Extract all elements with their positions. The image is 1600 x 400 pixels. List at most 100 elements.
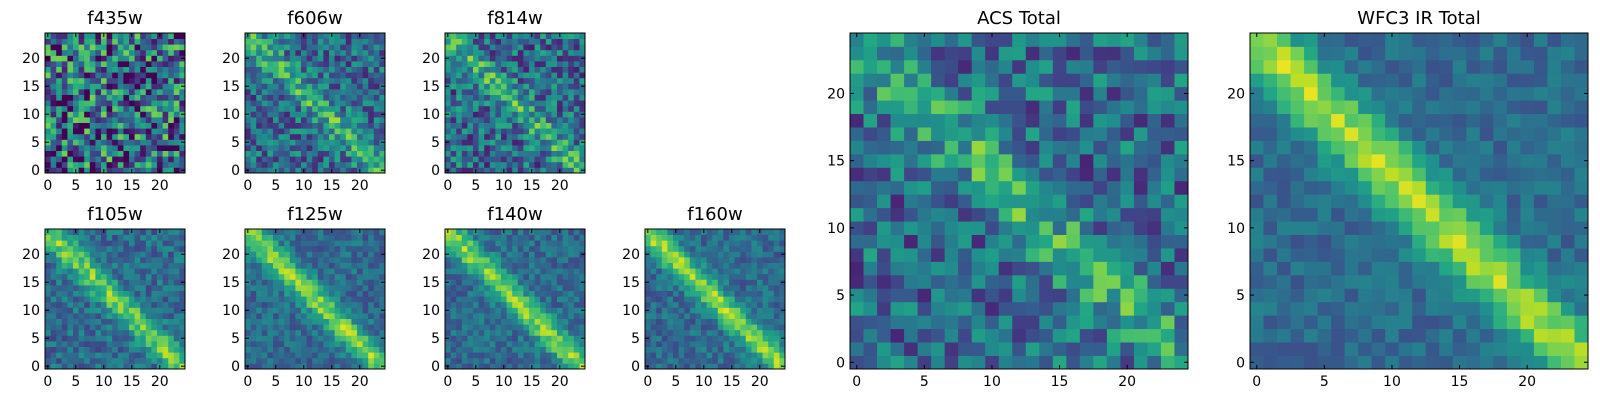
y-tick-label: 20 — [22, 247, 40, 263]
heatmap-cell — [1079, 315, 1094, 330]
heatmap-cell — [456, 122, 463, 129]
heatmap-cell — [461, 251, 468, 258]
heatmap-cell — [562, 285, 569, 291]
heatmap-cell — [106, 240, 113, 247]
heatmap-cell — [357, 313, 363, 319]
heatmap-cell — [334, 313, 341, 319]
heatmap-cell — [345, 77, 352, 84]
heatmap-cell — [323, 240, 330, 247]
heatmap-cell — [73, 307, 79, 314]
heatmap-cell — [106, 296, 113, 303]
heatmap-cell — [773, 268, 780, 275]
heatmap-cell — [689, 240, 696, 247]
heatmap-cell — [329, 89, 335, 95]
heatmap-cell — [45, 133, 51, 140]
heatmap-cell — [473, 150, 479, 157]
heatmap-cell — [450, 285, 457, 291]
heatmap-cell — [157, 105, 163, 112]
heatmap-cell — [579, 38, 586, 45]
heatmap-cell — [67, 262, 74, 269]
heatmap-cell — [467, 161, 474, 168]
heatmap-cell — [250, 352, 257, 359]
heatmap-cell — [512, 307, 519, 314]
heatmap-cell — [540, 122, 547, 129]
heatmap-cell — [78, 329, 85, 336]
heatmap-cell — [877, 342, 891, 356]
heatmap-cell — [512, 234, 519, 241]
heatmap-cell — [317, 234, 324, 241]
heatmap-cell — [78, 262, 85, 269]
heatmap-cell — [931, 194, 946, 209]
heatmap-cell — [317, 279, 324, 286]
heatmap-cell — [551, 352, 558, 359]
heatmap-cell — [689, 346, 696, 353]
heatmap-cell — [261, 240, 268, 247]
heatmap-cell — [312, 66, 319, 73]
heatmap-cell — [678, 335, 685, 342]
heatmap-cell — [473, 128, 479, 135]
heatmap-cell — [461, 307, 468, 314]
heatmap-cell — [301, 100, 307, 107]
heatmap-cell — [678, 324, 685, 331]
heatmap-cell — [317, 313, 324, 319]
heatmap-cell — [168, 352, 175, 359]
heatmap-cell — [179, 257, 186, 263]
heatmap-cell — [506, 318, 513, 325]
heatmap-cell — [373, 156, 380, 163]
heatmap-cell — [95, 150, 102, 157]
heatmap-cell — [312, 122, 319, 129]
heatmap-cell — [56, 251, 63, 258]
heatmap-cell — [551, 89, 558, 95]
heatmap-cell — [289, 313, 296, 319]
heatmap-cell — [917, 274, 932, 289]
heatmap-cell — [517, 324, 524, 331]
heatmap-cell — [890, 207, 905, 222]
heatmap-cell — [323, 61, 330, 67]
heatmap-cell — [1120, 301, 1135, 316]
heatmap-cell — [278, 257, 285, 263]
heatmap-cell — [273, 357, 279, 364]
heatmap-cell — [123, 318, 130, 325]
heatmap-cell — [261, 89, 268, 95]
heatmap-cell — [145, 363, 152, 370]
y-tick-label: 5 — [31, 135, 40, 151]
heatmap-cell — [284, 55, 291, 62]
heatmap-cell — [506, 61, 513, 67]
heatmap-cell — [773, 301, 780, 308]
heatmap-cell — [306, 77, 313, 84]
heatmap-cell — [278, 100, 285, 107]
heatmap-cell — [267, 139, 274, 146]
heatmap-cell — [971, 315, 986, 330]
heatmap-cell — [89, 341, 96, 347]
heatmap-cell — [1052, 194, 1067, 209]
heatmap-cell — [667, 229, 674, 235]
heatmap-cell — [89, 77, 96, 84]
heatmap-cell — [267, 329, 274, 336]
heatmap-cell — [256, 133, 263, 140]
heatmap-cell — [106, 55, 113, 62]
heatmap-cell — [501, 251, 507, 258]
heatmap-cell — [261, 33, 268, 39]
heatmap-cell — [61, 38, 68, 45]
heatmap-cell — [106, 251, 113, 258]
heatmap-cell — [762, 301, 769, 308]
y-tick-label: 0 — [431, 359, 440, 375]
heatmap-cell — [323, 363, 330, 370]
heatmap-cell — [95, 307, 102, 314]
heatmap-cell — [517, 313, 524, 319]
heatmap-cell — [517, 77, 524, 84]
heatmap-cell — [101, 324, 107, 331]
y-tick-label: 5 — [431, 331, 440, 347]
heatmap-cell — [284, 100, 291, 107]
heatmap-cell — [456, 111, 463, 118]
heatmap-cell — [656, 307, 663, 314]
heatmap-cell — [267, 94, 274, 101]
heatmap-cell — [684, 301, 691, 308]
heatmap-cell — [734, 346, 741, 353]
heatmap-cell — [67, 346, 74, 353]
heatmap-cell — [1147, 221, 1162, 235]
heatmap-cell — [1079, 221, 1094, 235]
heatmap-cell — [512, 341, 519, 347]
heatmap-cell — [529, 49, 535, 56]
heatmap-cell — [667, 352, 674, 359]
